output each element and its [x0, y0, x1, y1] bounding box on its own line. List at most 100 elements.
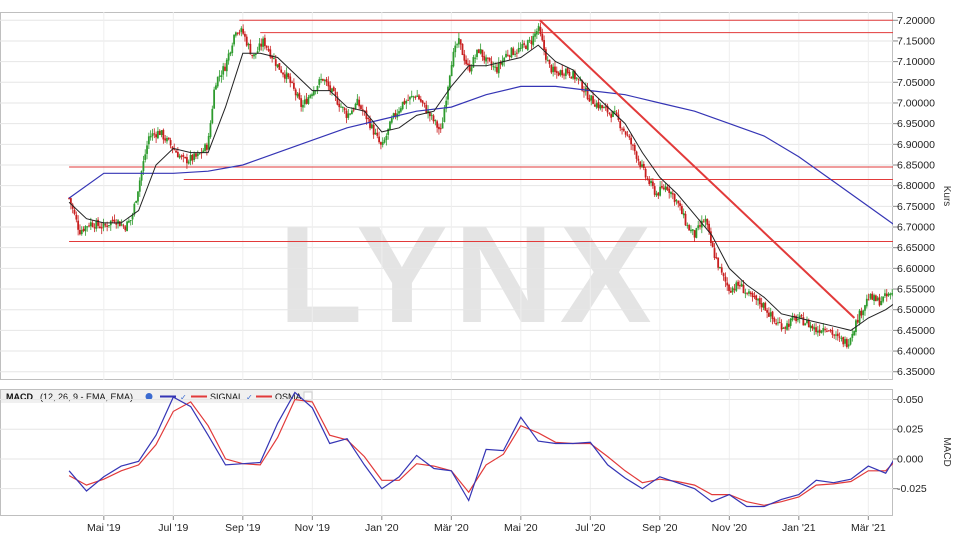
candle-body [439, 128, 442, 130]
candle-body [477, 49, 480, 53]
candle-body [648, 179, 651, 185]
signal-legend-label: SIGNAL [210, 392, 243, 402]
macd-settings-icon[interactable] [145, 393, 153, 400]
candle-body [760, 303, 763, 308]
candle-body [720, 267, 723, 273]
signal-check-icon[interactable]: ✓ [246, 393, 253, 402]
candle-body [735, 282, 738, 291]
candle-body [622, 128, 625, 131]
candle-body [443, 108, 446, 123]
candle-body [488, 58, 491, 61]
candle-body [635, 151, 638, 159]
candle-body [791, 316, 794, 320]
candle-body [374, 132, 377, 135]
candle-body [479, 48, 482, 54]
candle-body [171, 146, 174, 149]
candle-body [153, 133, 156, 135]
candle-body [856, 319, 859, 323]
candle-body [842, 336, 845, 345]
candle-body [492, 66, 495, 68]
price-tick-label: 6.70000 [897, 222, 935, 234]
candle-body [218, 75, 221, 77]
candle-body [407, 99, 410, 101]
candle-body [113, 219, 116, 223]
candle-body [68, 197, 70, 199]
candle-body [494, 66, 497, 68]
candle-body [370, 124, 373, 129]
candle-body [797, 318, 799, 321]
candle-body [216, 76, 219, 87]
candle-body [641, 164, 643, 167]
candle-body [653, 186, 656, 195]
candle-body [316, 86, 319, 91]
candle-body [869, 293, 872, 299]
horizontal-levels [69, 19, 893, 242]
x-tick-label: Jan '20 [365, 522, 399, 534]
candle-body [468, 64, 471, 72]
candle-body [818, 329, 821, 333]
candle-body [798, 315, 801, 319]
candle-body [862, 310, 865, 316]
macd-legend-params: (12, 26, 9 - EMA, EMA) [40, 392, 133, 402]
candle-body [860, 310, 863, 316]
candle-body [740, 283, 743, 287]
candle-body [236, 32, 239, 34]
candle-body [124, 226, 127, 231]
candle-body [793, 315, 796, 317]
candle-body [147, 136, 150, 145]
candle-body [686, 225, 689, 227]
candle-body [405, 101, 408, 104]
macd-check-icon[interactable]: ✓ [180, 393, 187, 402]
candle-body [496, 67, 498, 73]
candle-body [209, 123, 212, 137]
candle-body [427, 110, 429, 114]
candle-body [887, 293, 890, 296]
candle-body [84, 226, 87, 232]
candle-body [699, 225, 701, 227]
candle-body [809, 325, 812, 329]
candle-body [341, 106, 344, 108]
candle-body [198, 153, 201, 155]
candle-body [726, 282, 729, 286]
candle-body [394, 112, 397, 117]
candle-body [383, 139, 386, 143]
candle-body [853, 331, 856, 336]
candle-body [816, 330, 819, 333]
candle-body [512, 48, 515, 55]
candle-body [603, 107, 605, 109]
macd-y-ticks: 0.050 0.025 0.000 -0.025 [893, 394, 927, 495]
candle-body [142, 161, 145, 172]
x-tick-label: Mai '20 [504, 522, 538, 534]
candle-body [69, 198, 72, 205]
candle-body [713, 248, 716, 258]
candle-body [615, 112, 618, 115]
candle-body [483, 56, 486, 61]
candle-body [604, 106, 607, 108]
candle-body [855, 320, 857, 332]
candle-body [117, 220, 119, 224]
candle-body [506, 54, 509, 56]
candle-body [873, 295, 875, 301]
candle-body [535, 31, 538, 35]
candle-body [621, 128, 623, 130]
candle-body [234, 32, 237, 36]
candle-body [878, 297, 881, 306]
candle-body [278, 63, 281, 70]
candle-body [155, 134, 158, 138]
candle-body [334, 91, 337, 96]
candle-body [303, 99, 306, 105]
candle-body [336, 96, 339, 105]
candle-body [661, 186, 663, 188]
candle-body [274, 59, 277, 66]
candle-body [401, 101, 404, 110]
legend-close-icon[interactable] [303, 391, 313, 401]
candle-body [260, 43, 263, 47]
candle-body [231, 45, 234, 53]
candle-body [187, 161, 190, 164]
candle-body [737, 281, 739, 286]
candle-body [490, 61, 493, 66]
candle-body [831, 330, 834, 335]
price-panel-frame [0, 12, 893, 380]
candle-body [244, 33, 246, 37]
